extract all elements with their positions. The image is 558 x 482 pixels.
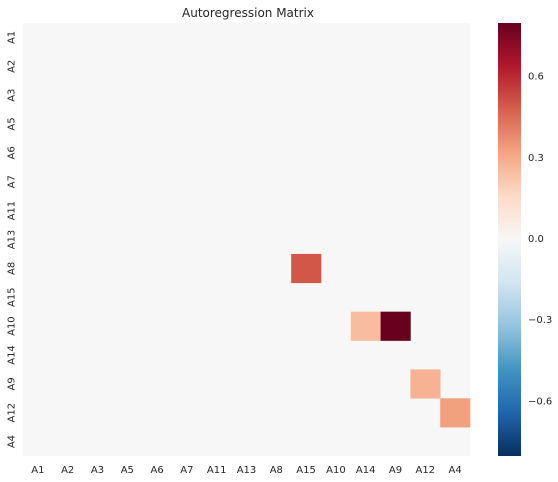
colorbar-tick-label: 0.0 — [528, 234, 544, 245]
x-tick-label: A12 — [416, 465, 436, 476]
y-tick-label: A13 — [7, 230, 18, 250]
x-tick-label: A2 — [61, 465, 74, 476]
x-tick-label: A6 — [150, 465, 163, 476]
y-tick-label: A12 — [7, 403, 18, 423]
y-tick-label: A8 — [7, 262, 18, 275]
x-tick-label: A8 — [270, 465, 283, 476]
heatmap-background — [23, 23, 470, 456]
y-axis: A1 A2 A3 A5 A6 A7 A11 A13 A8 A15 A10 A14 A9 A12 A4 — [7, 31, 18, 448]
heatmap-cell — [440, 398, 471, 428]
x-tick-label: A14 — [356, 465, 376, 476]
x-tick-label: A3 — [91, 465, 104, 476]
colorbar-ticks: 0.6 0.3 0.0 −0.3 −0.6 — [528, 72, 552, 408]
y-tick-label: A14 — [7, 345, 18, 365]
x-tick-label: A10 — [326, 465, 346, 476]
colorbar-tick-label: −0.3 — [528, 315, 552, 326]
plot-area — [23, 23, 471, 456]
y-tick-label: A11 — [7, 201, 18, 221]
x-tick-label: A9 — [389, 465, 402, 476]
y-tick-label: A10 — [7, 316, 18, 336]
x-tick-label: A13 — [237, 465, 257, 476]
chart-title: Autoregression Matrix — [182, 6, 314, 20]
heatmap-cell — [380, 311, 411, 341]
y-tick-label: A5 — [7, 117, 18, 130]
colorbar-tick-label: −0.6 — [528, 396, 552, 407]
x-tick-label: A4 — [448, 465, 461, 476]
heatmap-cell — [291, 253, 322, 284]
x-tick-label: A15 — [296, 465, 316, 476]
x-tick-label: A1 — [31, 465, 44, 476]
x-tick-label: A11 — [207, 465, 227, 476]
x-axis: A1 A2 A3 A5 A6 A7 A11 A13 A8 A15 A10 A14 A9 A12 A4 — [31, 465, 461, 476]
colorbar — [498, 23, 521, 456]
colorbar-tick-label: 0.3 — [528, 153, 544, 164]
heatmap-cell — [350, 311, 381, 341]
y-tick-label: A15 — [7, 287, 18, 307]
y-tick-label: A9 — [7, 377, 18, 390]
y-tick-label: A4 — [7, 435, 18, 448]
y-tick-label: A2 — [7, 60, 18, 73]
y-tick-label: A3 — [7, 89, 18, 102]
colorbar-tick-label: 0.6 — [528, 72, 544, 83]
x-tick-label: A5 — [121, 465, 134, 476]
y-tick-label: A6 — [7, 146, 18, 159]
y-tick-label: A1 — [7, 31, 18, 44]
heatmap-cell — [410, 369, 441, 399]
x-tick-label: A7 — [180, 465, 193, 476]
y-tick-label: A7 — [7, 175, 18, 188]
